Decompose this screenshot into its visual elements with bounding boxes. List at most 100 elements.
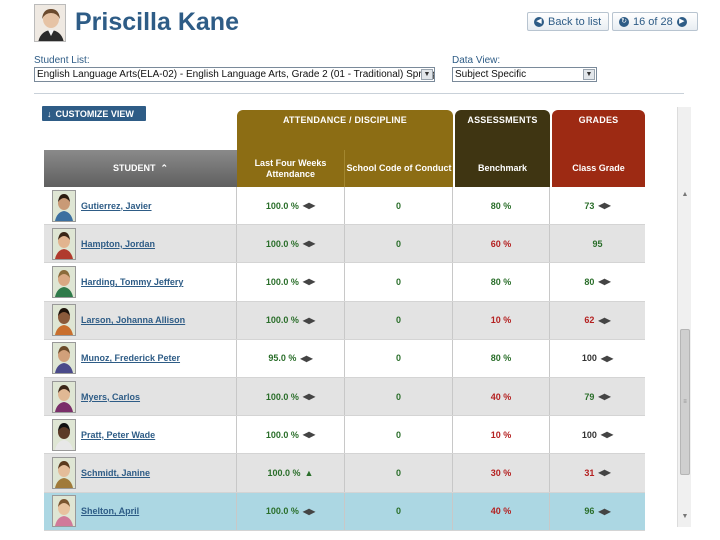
class-grade-cell: 95 [550,225,645,262]
student-photo [52,380,76,413]
student-list-value: English Language Arts(ELA-02) - English … [37,69,435,80]
dropdown-arrow-icon: ▼ [583,69,595,80]
attendance-cell: 95.0 % ◀▶ [237,339,345,377]
chevron-left-icon: ◀ [534,16,544,27]
student-name-link[interactable]: Munoz, Frederick Peter [81,353,181,364]
student-cell: Harding, Tommy Jeffery [44,263,237,301]
scroll-down-icon[interactable]: ▼ [681,512,689,520]
group-grades: GRADES [552,110,645,150]
conduct-value: 0 [395,391,401,402]
student-cell: Hampton, Jordan [44,225,237,263]
column-header-conduct[interactable]: School Code of Conduct [345,150,453,187]
conduct-value: 0 [395,238,401,249]
conduct-cell: 0 [345,377,453,416]
student-cell: Schmidt, Janine [44,454,237,492]
student-name-link[interactable]: Myers, Carlos [81,391,141,402]
student-list-select[interactable]: English Language Arts(ELA-02) - English … [34,67,435,82]
table-row[interactable]: Larson, Johanna Allison 100.0 % ◀▶ 0 10 … [44,301,645,340]
benchmark-value: 40 % [490,391,512,402]
back-to-list-label: Back to list [548,15,602,28]
sort-up-icon: ⌃ [160,163,169,173]
attendance-value: 100.0 % [265,391,299,402]
left-right-arrows-icon: ◀▶ [598,277,611,287]
class-grade-value: 62 [584,315,595,326]
data-view-value: Subject Specific [455,69,527,80]
class-grade-cell: 62 ◀▶ [550,302,645,339]
table-row[interactable]: Myers, Carlos 100.0 % ◀▶ 0 40 % 79 ◀▶ [44,377,645,417]
attendance-cell: 100.0 % ◀▶ [237,416,345,454]
attendance-value: 95.0 % [268,353,297,364]
conduct-cell: 0 [345,187,453,225]
attendance-value: 100.0 % [265,200,299,211]
student-name-link[interactable]: Hampton, Jordan [81,238,156,249]
data-view-select[interactable]: Subject Specific ▼ [452,67,597,82]
student-name-link[interactable]: Pratt, Peter Wade [81,429,156,440]
conduct-cell: 0 [345,454,453,492]
student-name-link[interactable]: Shelton, April [81,506,140,517]
class-grade-value: 96 [584,506,595,517]
student-list-label: Student List: [34,55,90,66]
benchmark-cell: 80 % [453,187,550,225]
benchmark-cell: 80 % [453,263,550,301]
conduct-value: 0 [395,315,401,326]
attendance-cell: 100.0 % ◀▶ [237,225,345,263]
student-name-link[interactable]: Gutierrez, Javier [81,200,152,211]
column-header-student[interactable]: STUDENT ⌃ [44,150,237,187]
group-assessments: ASSESSMENTS [455,110,550,150]
benchmark-value: 60 % [490,238,512,249]
column-header-benchmark[interactable]: Benchmark [455,150,550,187]
conduct-cell: 0 [345,416,453,454]
page-title: Priscilla Kane [75,8,239,36]
student-cell: Pratt, Peter Wade [44,416,237,454]
back-to-list-button[interactable]: ◀ Back to list [527,12,609,31]
left-right-arrows-icon: ◀▶ [302,239,316,249]
benchmark-value: 80 % [490,276,512,287]
left-right-arrows-icon: ◀▶ [302,430,316,440]
table-row[interactable]: Gutierrez, Javier 100.0 % ◀▶ 0 80 % 73 ◀… [44,187,645,226]
class-grade-value: 31 [584,467,595,478]
attendance-value: 100.0 % [265,506,299,517]
student-name-link[interactable]: Larson, Johanna Allison [81,315,186,326]
column-header-class-grade[interactable]: Class Grade [552,150,645,187]
benchmark-cell: 40 % [453,377,550,416]
chevron-right-icon[interactable]: ▶ [676,16,687,27]
table-row[interactable]: Munoz, Frederick Peter 95.0 % ◀▶ 0 80 % … [44,339,645,378]
scroll-up-icon[interactable]: ▲ [681,190,689,198]
left-right-arrows-icon: ◀▶ [302,201,316,211]
student-photo [52,456,76,489]
table-row[interactable]: Harding, Tommy Jeffery 100.0 % ◀▶ 0 80 %… [44,263,645,302]
benchmark-cell: 10 % [453,416,550,454]
column-header-attendance[interactable]: Last Four Weeks Attendance [237,150,345,187]
class-grade-cell: 100 ◀▶ [550,340,645,377]
benchmark-cell: 40 % [453,492,550,530]
record-navigator[interactable]: ↻ 16 of 28 ▶ [612,12,698,31]
customize-view-button[interactable]: ↓ CUSTOMIZE VIEW [42,106,146,121]
left-right-arrows-icon: ◀▶ [598,201,611,211]
attendance-value: 100.0 % [265,315,299,326]
student-cell: Gutierrez, Javier [44,187,237,225]
conduct-cell: 0 [345,301,453,339]
left-right-arrows-icon: ◀▶ [600,353,614,363]
student-name-link[interactable]: Schmidt, Janine [81,467,151,478]
left-right-arrows-icon: ◀▶ [598,392,611,402]
class-grade-cell: 73 ◀▶ [550,187,645,224]
vertical-scrollbar[interactable]: ▲ ≡ ▼ [677,107,691,527]
left-right-arrows-icon: ◀▶ [598,468,611,478]
attendance-cell: 100.0 % ▲ [237,454,345,492]
table-row[interactable]: Hampton, Jordan 100.0 % ◀▶ 0 60 % 95 [44,225,645,264]
student-name-link[interactable]: Harding, Tommy Jeffery [81,276,184,287]
table-row[interactable]: Shelton, April 100.0 % ◀▶ 0 40 % 96 ◀▶ [44,492,645,531]
dropdown-arrow-icon: ▼ [421,69,433,80]
class-grade-value: 100 [581,353,597,364]
attendance-value: 100.0 % [267,467,301,478]
student-cell: Munoz, Frederick Peter [44,339,237,377]
class-grade-cell: 100 ◀▶ [550,416,645,453]
data-view-label: Data View: [452,55,501,66]
left-right-arrows-icon: ◀▶ [302,392,316,402]
benchmark-cell: 60 % [453,225,550,263]
table-row[interactable]: Pratt, Peter Wade 100.0 % ◀▶ 0 10 % 100 … [44,416,645,455]
scrollbar-thumb[interactable]: ≡ [680,329,690,475]
table-row[interactable]: Schmidt, Janine 100.0 % ▲ 0 30 % 31 ◀▶ [44,454,645,493]
student-photo [52,418,76,451]
class-grade-cell: 31 ◀▶ [550,454,645,491]
